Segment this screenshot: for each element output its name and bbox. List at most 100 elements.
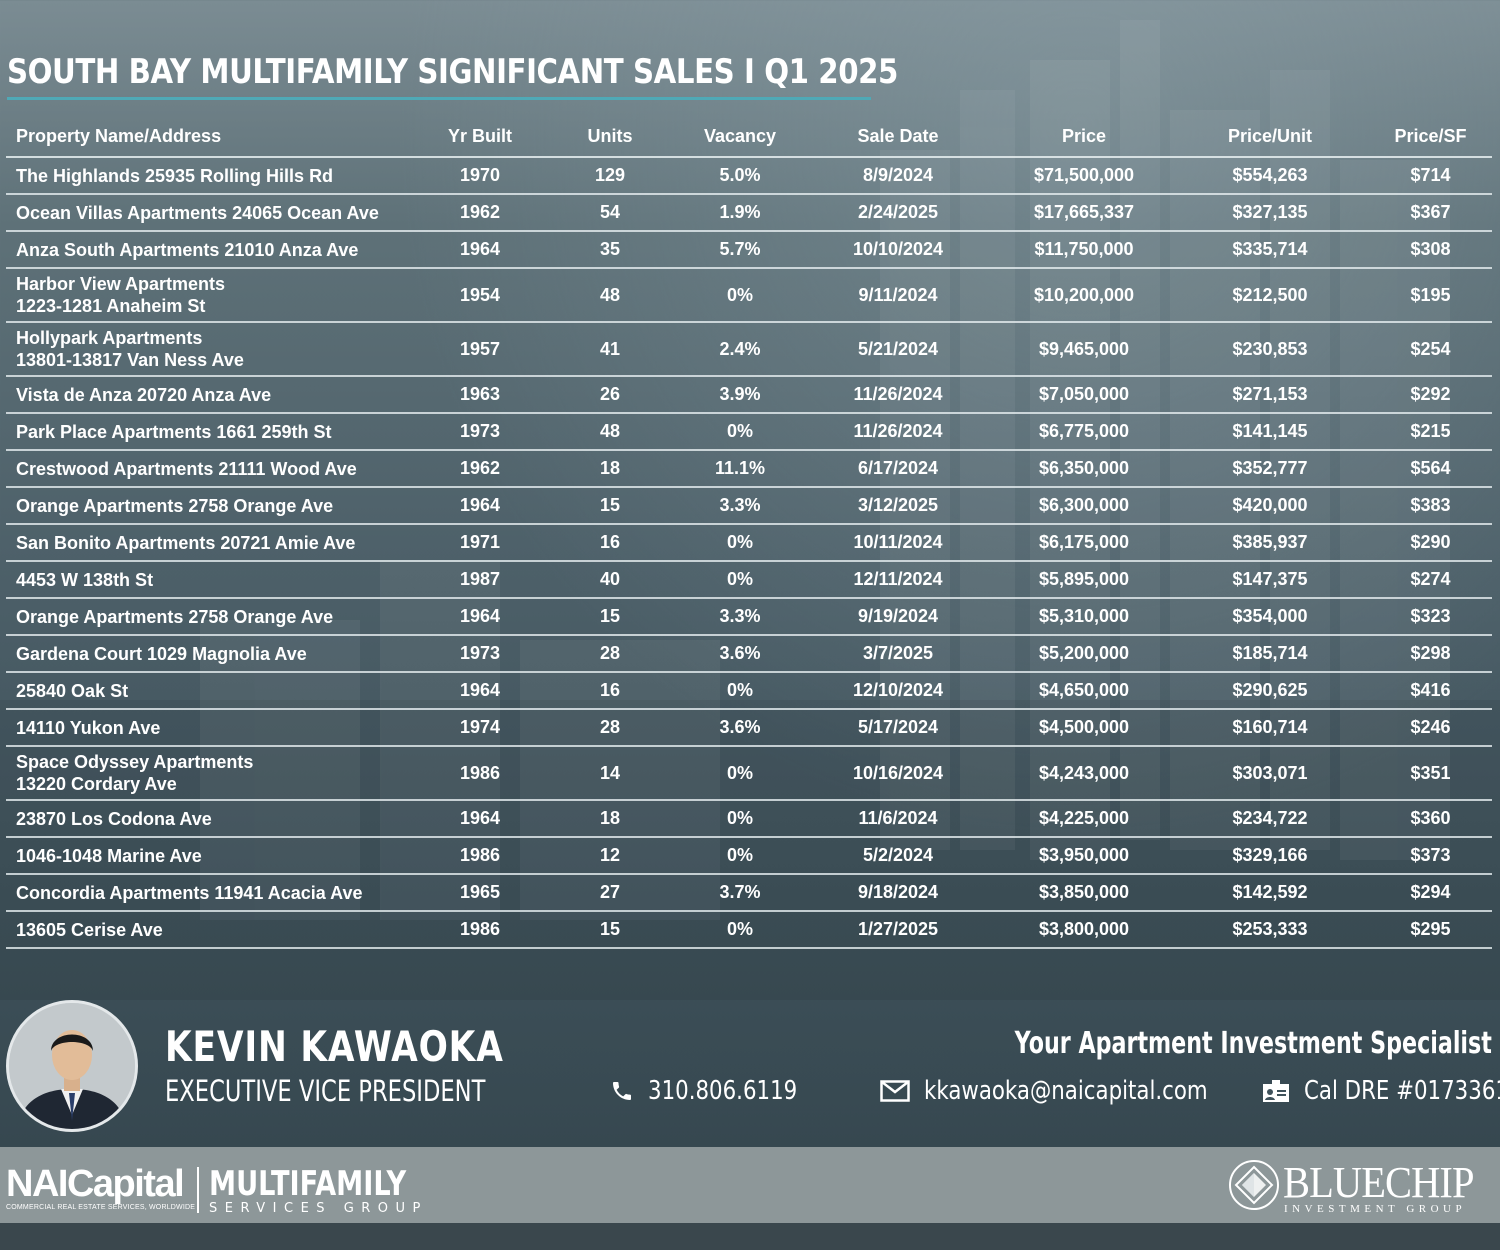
units-cell: 48 <box>539 268 681 323</box>
price-sf-cell: $254 <box>1369 322 1492 377</box>
sale-date-cell: 10/10/2024 <box>799 231 997 269</box>
property-cell: Harbor View Apartments 1223-1281 Anaheim … <box>6 268 421 323</box>
table-row: San Bonito Apartments 20721 Amie Ave 197… <box>6 524 1492 562</box>
bluechip-wordmark: BLUECHIP <box>1283 1158 1474 1207</box>
table-row: The Highlands 25935 Rolling Hills Rd 197… <box>6 157 1492 195</box>
multifamily-subtitle: SERVICES GROUP <box>209 1201 428 1216</box>
price-unit-cell: $303,071 <box>1171 746 1369 801</box>
price-sf-cell: $714 <box>1369 157 1492 195</box>
page-title: SOUTH BAY MULTIFAMILY SIGNIFICANT SALES … <box>7 52 898 92</box>
price-sf-cell: $292 <box>1369 376 1492 414</box>
price-unit-cell: $352,777 <box>1171 450 1369 488</box>
price-cell: $10,200,000 <box>997 268 1171 323</box>
column-header-price-unit: Price/Unit <box>1171 116 1369 158</box>
property-name: Space Odyssey Apartments <box>16 752 254 772</box>
vacancy-cell: 2.4% <box>681 322 799 377</box>
nai-capital-tagline: COMMERCIAL REAL ESTATE SERVICES, WORLDWI… <box>6 1204 196 1211</box>
property-name: San Bonito Apartments 20721 Amie Ave <box>16 532 356 553</box>
table-row: Hollypark Apartments 13801-13817 Van Ness… <box>6 322 1492 377</box>
units-cell: 35 <box>539 231 681 269</box>
bluechip-diamond-icon <box>1229 1160 1279 1210</box>
price-unit-cell: $160,714 <box>1171 709 1369 747</box>
units-cell: 18 <box>539 800 681 838</box>
column-header-sale-date: Sale Date <box>799 116 997 158</box>
sale-date-cell: 1/27/2025 <box>799 911 997 949</box>
vacancy-cell: 3.3% <box>681 487 799 525</box>
price-cell: $3,950,000 <box>997 837 1171 875</box>
yr-built-cell: 1986 <box>421 746 539 801</box>
multifamily-logo: MULTIFAMILY SERVICES GROUP <box>209 1167 455 1216</box>
vacancy-cell: 3.3% <box>681 598 799 636</box>
property-name: Harbor View Apartments <box>16 274 226 294</box>
price-cell: $5,200,000 <box>997 635 1171 673</box>
property-cell: 14110 Yukon Ave <box>6 709 421 747</box>
sale-date-cell: 11/6/2024 <box>799 800 997 838</box>
yr-built-cell: 1971 <box>421 524 539 562</box>
price-cell: $6,350,000 <box>997 450 1171 488</box>
units-cell: 54 <box>539 194 681 232</box>
sale-date-cell: 11/26/2024 <box>799 376 997 414</box>
price-cell: $4,650,000 <box>997 672 1171 710</box>
units-cell: 129 <box>539 157 681 195</box>
price-sf-cell: $298 <box>1369 635 1492 673</box>
property-cell: Concordia Apartments 11941 Acacia Ave <box>6 874 421 912</box>
price-cell: $4,225,000 <box>997 800 1171 838</box>
column-header-units: Units <box>539 116 681 158</box>
license-number: Cal DRE #01733613 <box>1304 1076 1500 1106</box>
vacancy-cell: 11.1% <box>681 450 799 488</box>
price-unit-cell: $385,937 <box>1171 524 1369 562</box>
table-row: Anza South Apartments 21010 Anza Ave 196… <box>6 231 1492 269</box>
vacancy-cell: 3.6% <box>681 635 799 673</box>
sale-date-cell: 11/26/2024 <box>799 413 997 451</box>
sale-date-cell: 8/9/2024 <box>799 157 997 195</box>
envelope-icon <box>880 1080 910 1102</box>
column-header-vacancy: Vacancy <box>681 116 799 158</box>
price-sf-cell: $351 <box>1369 746 1492 801</box>
contact-role: EXECUTIVE VICE PRESIDENT <box>165 1074 486 1108</box>
property-name: 13605 Cerise Ave <box>16 919 163 940</box>
sale-date-cell: 12/10/2024 <box>799 672 997 710</box>
table-row: Concordia Apartments 11941 Acacia Ave 19… <box>6 874 1492 912</box>
property-cell: The Highlands 25935 Rolling Hills Rd <box>6 157 421 195</box>
phone-contact[interactable]: 310.806.6119 <box>610 1074 830 1108</box>
yr-built-cell: 1964 <box>421 487 539 525</box>
table-row: Ocean Villas Apartments 24065 Ocean Ave … <box>6 194 1492 232</box>
price-unit-cell: $230,853 <box>1171 322 1369 377</box>
price-sf-cell: $564 <box>1369 450 1492 488</box>
property-cell: 13605 Cerise Ave <box>6 911 421 949</box>
units-cell: 28 <box>539 635 681 673</box>
table-row: 23870 Los Codona Ave 1964 18 0% 11/6/202… <box>6 800 1492 838</box>
sale-date-cell: 6/17/2024 <box>799 450 997 488</box>
property-name: Orange Apartments 2758 Orange Ave <box>16 606 334 627</box>
vacancy-cell: 1.9% <box>681 194 799 232</box>
price-cell: $4,500,000 <box>997 709 1171 747</box>
contact-section: KEVIN KAWAOKA EXECUTIVE VICE PRESIDENT Y… <box>0 990 1500 1145</box>
vacancy-cell: 0% <box>681 672 799 710</box>
sale-date-cell: 3/12/2025 <box>799 487 997 525</box>
sale-date-cell: 3/7/2025 <box>799 635 997 673</box>
price-cell: $71,500,000 <box>997 157 1171 195</box>
price-sf-cell: $416 <box>1369 672 1492 710</box>
price-unit-cell: $147,375 <box>1171 561 1369 599</box>
email-contact[interactable]: kkawaoka@naicapital.com <box>880 1074 1270 1108</box>
price-cell: $3,850,000 <box>997 874 1171 912</box>
sale-date-cell: 10/16/2024 <box>799 746 997 801</box>
sale-date-cell: 12/11/2024 <box>799 561 997 599</box>
table-row: Park Place Apartments 1661 259th St 1973… <box>6 413 1492 451</box>
units-cell: 15 <box>539 487 681 525</box>
property-address: 13801-13817 Van Ness Ave <box>16 350 244 370</box>
yr-built-cell: 1970 <box>421 157 539 195</box>
units-cell: 40 <box>539 561 681 599</box>
yr-built-cell: 1986 <box>421 911 539 949</box>
price-sf-cell: $274 <box>1369 561 1492 599</box>
property-cell: 4453 W 138th St <box>6 561 421 599</box>
vacancy-cell: 0% <box>681 837 799 875</box>
units-cell: 41 <box>539 322 681 377</box>
bluechip-logo: BLUECHIP INVESTMENT GROUP <box>1228 1155 1492 1217</box>
price-sf-cell: $246 <box>1369 709 1492 747</box>
title-underline <box>7 97 871 100</box>
column-header-yr-built: Yr Built <box>421 116 539 158</box>
table-row: 13605 Cerise Ave 1986 15 0% 1/27/2025 $3… <box>6 911 1492 949</box>
units-cell: 14 <box>539 746 681 801</box>
units-cell: 16 <box>539 524 681 562</box>
